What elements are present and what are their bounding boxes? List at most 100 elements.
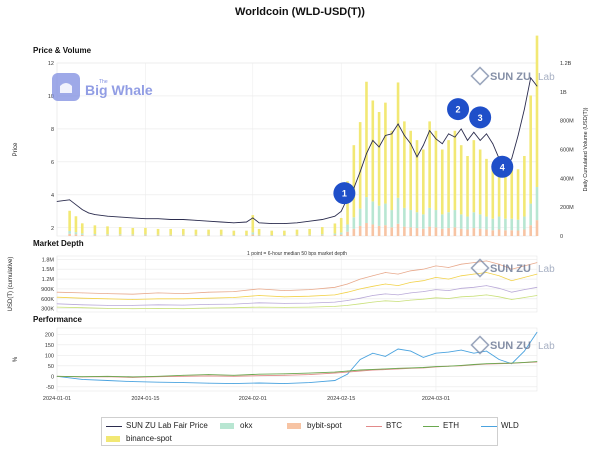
volume-bar-bybit (497, 229, 501, 236)
xtick-label: 2024-01-01 (43, 396, 71, 402)
performance-point-wld (208, 382, 209, 384)
fair-price-point (119, 216, 121, 218)
depth-point-okx_level (448, 298, 449, 299)
volume-bar-bybit (118, 235, 122, 236)
volume-bar-binance (74, 216, 78, 233)
depth-point-bybit_level (208, 304, 209, 305)
performance-point-btc (385, 369, 386, 370)
depth-point-okx_level (132, 308, 134, 310)
volume-bar-bybit (453, 227, 457, 236)
volume-bar-bybit (516, 230, 520, 236)
depth-ylabel: USD(T) (cumulative) (8, 257, 14, 312)
fair-price-point (195, 219, 197, 221)
fair-price-point (69, 199, 70, 201)
performance-line-wld (56, 331, 538, 385)
depth-point-binance_level (397, 285, 399, 286)
volume-bar-okx (478, 214, 482, 229)
annotation-label: 4 (500, 162, 505, 172)
depth-point-binance_level (182, 298, 184, 300)
volume-bar-okx (352, 217, 356, 229)
xtick-label: 2024-02-01 (239, 396, 267, 402)
depth-point-okx_level (435, 297, 437, 299)
performance-point-wld (536, 331, 538, 333)
volume-bar-okx (453, 210, 457, 228)
price-ytick-label: 4 (51, 193, 54, 199)
depth-point-binance_level (422, 280, 424, 282)
volume-bar-okx (466, 216, 469, 230)
depth-point-bybit_level (435, 289, 437, 290)
fair-price-point (208, 220, 209, 222)
fair-price-point (536, 85, 538, 87)
fair-price-point (486, 133, 487, 135)
volume-bar-binance (390, 130, 394, 211)
depth-ytick-label: 600K (41, 297, 54, 303)
depth-point-binance_level (359, 288, 361, 290)
depth-point-okx_level (422, 298, 424, 300)
fair-price-point (422, 145, 424, 146)
fair-price-point (410, 143, 412, 145)
depth-point-cumulative_top (448, 267, 449, 268)
performance-point-eth (372, 369, 374, 370)
volume-bar-binance (245, 230, 248, 235)
volume-bar-binance (118, 227, 122, 235)
volume-bar-binance (491, 168, 495, 219)
legend-label: SUN ZU Lab Fair Price (126, 421, 208, 430)
depth-ytick-label: 1.5M (42, 267, 55, 273)
volume-bar-binance (320, 227, 324, 235)
performance-point-btc (347, 371, 348, 373)
legend-label: WLD (501, 421, 519, 430)
performance-point-eth (359, 369, 361, 371)
volume-bar-bybit (422, 228, 425, 236)
volume-bar-okx (529, 203, 532, 226)
depth-point-okx_level (385, 300, 386, 302)
depth-point-bybit_level (486, 285, 487, 286)
depth-point-cumulative_top (473, 262, 475, 263)
volume-bar-bybit (182, 235, 185, 236)
volume-bar-bybit (403, 226, 406, 236)
fair-price-point (435, 138, 437, 140)
volume-bar-bybit (106, 235, 109, 236)
volume-bar-bybit (529, 225, 532, 236)
depth-point-bybit_level (524, 289, 525, 290)
volume-bar-okx (320, 234, 324, 236)
depth-point-binance_level (81, 297, 83, 299)
volume-bar-okx (270, 234, 274, 236)
volume-bar-binance (131, 227, 135, 235)
depth-point-okx_level (309, 306, 310, 308)
depth-point-cumulative_top (486, 260, 487, 262)
volume-bar-okx (245, 234, 248, 236)
volume-bar-okx (283, 234, 286, 236)
performance-point-eth (347, 370, 348, 372)
depth-point-binance_level (473, 273, 475, 275)
volume-bar-okx (422, 214, 425, 229)
depth-subtitle: 1 point = 6-hour median 50 bps market de… (247, 251, 347, 257)
sunzu-logo-icon (470, 66, 490, 86)
depth-point-bybit_level (81, 304, 83, 306)
performance-point-eth (524, 362, 525, 363)
depth-point-cumulative_top (233, 291, 235, 292)
volume-bar-okx (459, 214, 463, 229)
volume-bar-okx (428, 207, 431, 227)
performance-point-eth (435, 366, 437, 367)
depth-point-bybit_level (182, 304, 184, 306)
volume-bar-okx (516, 219, 520, 231)
fair-price-point (404, 135, 405, 136)
price-sunzu-watermark: SUN ZU Lab (470, 66, 555, 86)
depth-point-okx_level (498, 296, 500, 298)
fair-price-point (309, 220, 310, 222)
performance-point-eth (448, 365, 449, 367)
depth-point-cumulative_top (422, 268, 424, 270)
fair-price-point (107, 215, 108, 217)
performance-ylabel: % (13, 356, 19, 362)
depth-point-bybit_level (347, 300, 348, 301)
fair-price-point (88, 212, 89, 214)
volume-bar-bybit (371, 224, 375, 236)
price-ytick-label: 8 (51, 127, 54, 133)
volume-bar-okx (251, 232, 255, 235)
legend-swatch (423, 426, 439, 427)
depth-point-bybit_level (536, 286, 538, 288)
volume-bar-okx (194, 234, 198, 236)
performance-point-wld (422, 357, 424, 358)
